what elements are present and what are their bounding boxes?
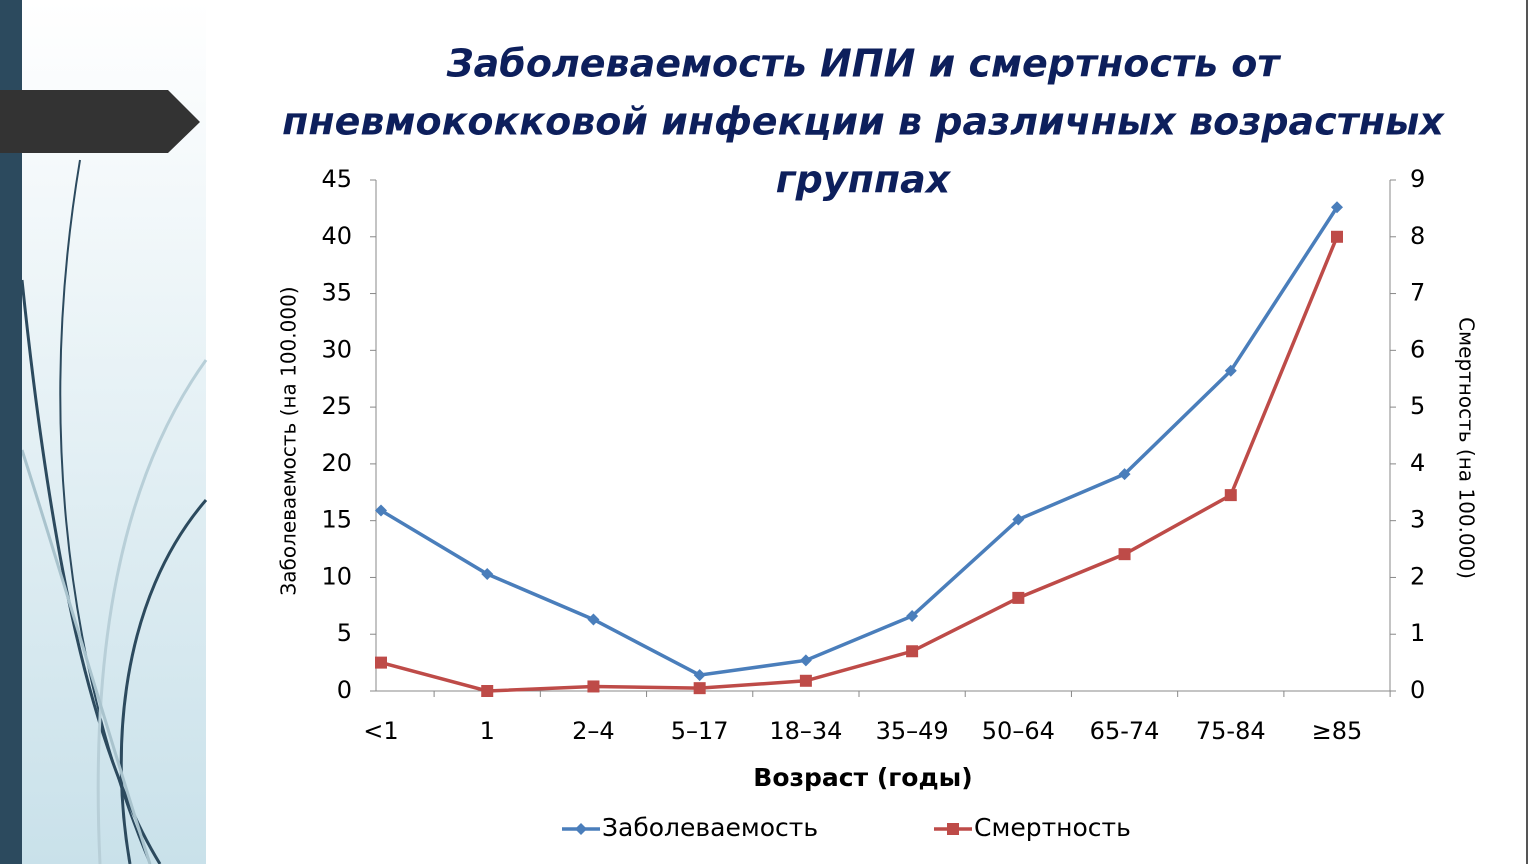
chart-title: Заболеваемость ИПИ и смертность от [446,42,1282,86]
x-tick-label: 35–49 [876,717,949,745]
data-point [587,613,600,626]
data-point [1331,201,1343,214]
chart-title: группах [776,158,952,202]
x-tick-label: 75-84 [1196,717,1266,745]
y2-tick-label: 2 [1410,562,1425,590]
y-tick-label: 15 [321,506,352,534]
data-point [1224,364,1237,377]
data-point [481,568,494,581]
chart-title: пневмококковой инфекции в различных возр… [282,100,1445,144]
y-tick-label: 5 [337,619,352,647]
data-point [481,685,494,697]
data-point [1012,513,1025,526]
y-axis-label: Заболеваемость (на 100.000) [277,286,301,595]
data-point [587,680,600,693]
x-tick-label: 18–34 [769,717,842,745]
y2-tick-label: 3 [1410,506,1425,534]
y-tick-label: 45 [321,165,352,193]
y2-tick-label: 9 [1410,165,1425,193]
legend-marker [947,823,959,835]
y2-tick-label: 4 [1410,449,1425,477]
y2-tick-label: 8 [1410,222,1425,250]
x-tick-label: 1 [480,717,495,745]
data-point [1012,591,1025,604]
data-point [1118,468,1131,481]
y2-tick-label: 7 [1410,279,1425,307]
y-tick-label: 35 [321,279,352,307]
data-point [693,669,706,682]
data-point [1118,548,1131,561]
y-tick-label: 0 [337,676,352,704]
y-tick-label: 40 [321,222,352,250]
side-stripe [0,0,22,864]
data-point [375,656,387,669]
y2-tick-label: 1 [1410,619,1425,647]
data-point [799,674,812,687]
y-tick-label: 30 [321,335,352,363]
decor-curves [20,159,208,864]
y-tick-label: 20 [321,449,352,477]
data-point [906,645,919,658]
data-point [693,682,706,695]
series-line [380,236,1339,693]
arrow-tab [0,90,200,153]
series-line [380,206,1339,677]
x-tick-label: ≥85 [1312,717,1363,745]
y-tick-label: 25 [321,392,352,420]
x-tick-label: 50–64 [982,717,1055,745]
y2-tick-label: 6 [1410,335,1425,363]
data-point [1224,489,1237,502]
legend-label: Заболеваемость [602,813,818,842]
x-axis-label: Возраст (годы) [753,763,972,792]
y2-tick-label: 5 [1410,392,1425,420]
legend-marker [575,823,587,835]
y2-tick-label: 0 [1410,676,1425,704]
data-point [1331,230,1343,243]
x-tick-label: 5–17 [671,717,729,745]
x-tick-label: 2–4 [572,717,615,745]
legend-label: Смертность [974,813,1131,842]
y2-axis-label: Смертность (на 100.000) [1455,317,1479,579]
data-point [799,654,812,667]
x-tick-label: <1 [363,717,398,745]
x-tick-label: 65-74 [1090,717,1160,745]
y-tick-label: 10 [321,562,352,590]
data-point [906,610,919,623]
data-point [375,504,387,517]
